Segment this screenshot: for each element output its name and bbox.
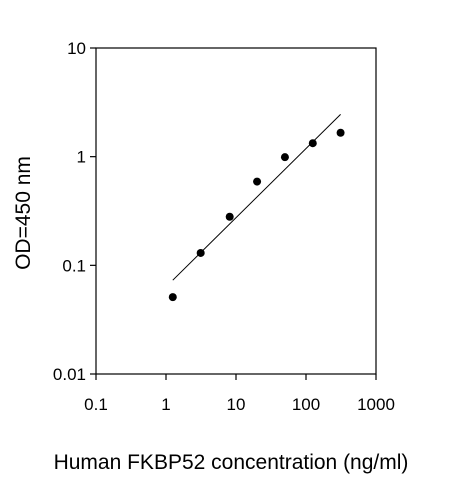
x-tick-label: 10 [227,395,246,414]
x-tick-label: 1 [161,395,170,414]
y-tick-label: 10 [67,39,86,58]
y-tick-label: 0.01 [53,365,86,384]
data-points [168,128,345,302]
x-tick-label: 1000 [357,395,395,414]
data-point [253,177,262,186]
data-point [196,248,205,257]
plot-frame [95,47,377,375]
x-tick-label: 100 [292,395,320,414]
y-tick-label: 1 [77,148,86,167]
y-axis-title: OD=450 nm [12,156,35,270]
data-point [168,293,177,302]
y-tick-label: 0.1 [62,256,86,275]
data-point [225,212,234,221]
plot-border [95,47,377,375]
x-axis-title: Human FKBP52 concentration (ng/ml) [54,451,409,474]
data-point [280,153,289,162]
x-tick-label: 0.1 [84,395,108,414]
x-axis: 0.1 1 10 100 1000 [84,374,395,414]
data-point [336,128,345,137]
y-axis: 0.01 0.1 1 10 [53,39,96,384]
data-point [308,139,317,148]
